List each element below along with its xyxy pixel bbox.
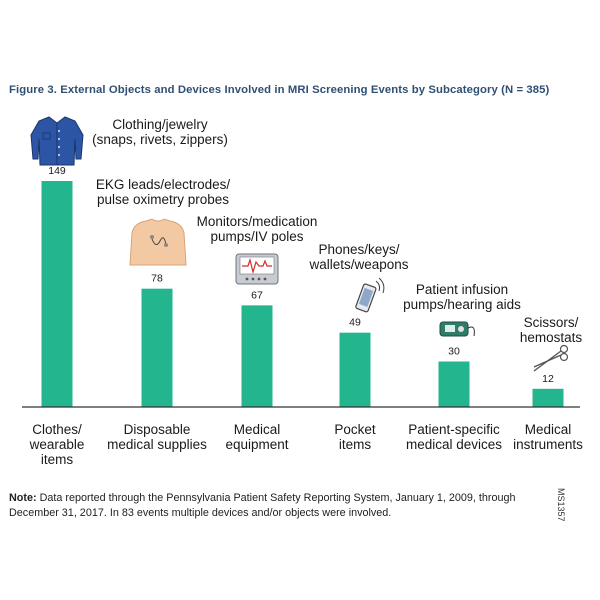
x-tick-label: Medical — [234, 422, 281, 437]
note-label: Note: — [9, 492, 37, 504]
chart-title: Figure 3. External Objects and Devices I… — [9, 84, 550, 96]
footnote: Note: Data reported through the Pennsylv… — [9, 491, 549, 521]
bar — [141, 288, 173, 407]
x-tick-label: Clothes/ — [32, 422, 82, 437]
annotation-label: EKG leads/electrodes/ — [96, 177, 231, 192]
data-label: 12 — [542, 373, 554, 385]
annotation-label: hemostats — [520, 330, 583, 345]
annotation-label: Patient infusion — [416, 282, 508, 297]
annotation-label: pulse oximetry probes — [97, 192, 229, 207]
annotation-label: Clothing/jewelry — [112, 117, 208, 132]
data-label: 149 — [48, 165, 66, 177]
x-tick-label: medical devices — [406, 437, 502, 452]
x-tick-label: items — [41, 452, 74, 467]
x-tick-label: equipment — [225, 437, 288, 452]
annotation-label: pumps/hearing aids — [403, 297, 521, 312]
data-label: 49 — [349, 317, 361, 329]
bar — [339, 332, 371, 407]
torso-electrodes-icon — [129, 218, 187, 266]
annotation-label: (snaps, rivets, zippers) — [92, 132, 228, 147]
x-tick-label: Disposable — [124, 422, 191, 437]
shirt-icon — [30, 116, 84, 166]
infusion-pump-icon — [439, 321, 475, 337]
annotation-label: Phones/keys/ — [318, 242, 399, 257]
x-tick-label: Patient-specific — [408, 422, 500, 437]
phone-icon — [355, 277, 385, 313]
data-label: 78 — [151, 273, 163, 285]
annotation-label: pumps/IV poles — [210, 229, 303, 244]
annotation-label: wallets/weapons — [308, 257, 408, 272]
annotation-label: Scissors/ — [524, 315, 579, 330]
note-text: Data reported through the Pennsylvania P… — [9, 492, 516, 519]
x-tick-label: instruments — [513, 437, 583, 452]
data-label: 67 — [251, 289, 263, 301]
figure-code: MS1357 — [556, 488, 566, 522]
bar — [41, 181, 73, 407]
bar — [532, 388, 564, 407]
annotation-label: Monitors/medication — [197, 214, 318, 229]
monitor-icon — [235, 253, 279, 285]
x-tick-label: medical supplies — [107, 437, 207, 452]
x-tick-label: Medical — [525, 422, 572, 437]
bar — [241, 305, 273, 407]
x-tick-label: wearable — [29, 437, 85, 452]
x-tick-label: items — [339, 437, 372, 452]
scissors-icon — [533, 344, 569, 372]
x-tick-label: Pocket — [334, 422, 376, 437]
data-label: 30 — [448, 345, 460, 357]
bar — [438, 361, 470, 407]
